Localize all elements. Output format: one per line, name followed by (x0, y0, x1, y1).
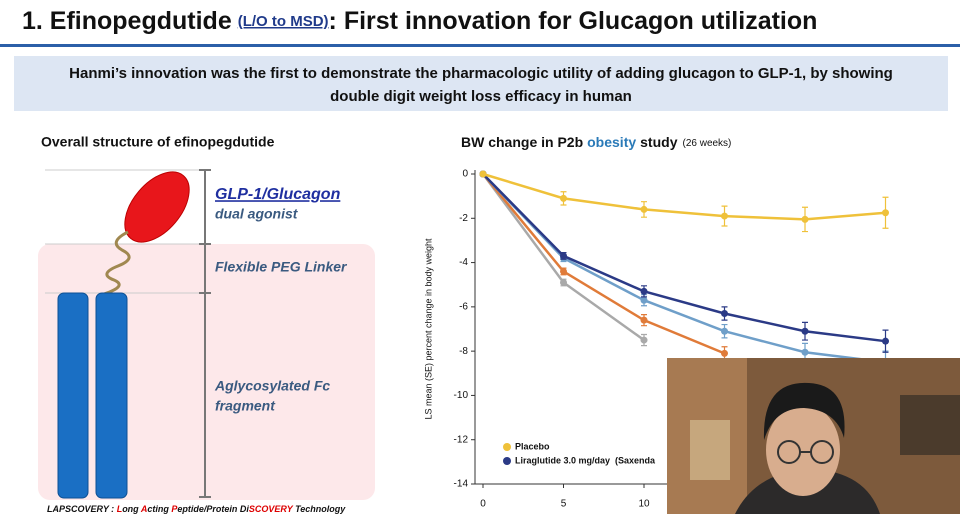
data-point (560, 279, 567, 286)
bracket (199, 169, 211, 498)
data-point (640, 336, 648, 344)
data-point (640, 296, 648, 304)
legend-label: Liraglutide 3.0 mg/day (Saxenda (515, 455, 656, 465)
legend-marker (503, 443, 511, 451)
agonist-label: GLP-1/Glucagon (215, 186, 341, 203)
x-tick-label: 5 (561, 499, 567, 510)
data-point (560, 267, 567, 275)
footer-part: ong (122, 504, 141, 514)
data-point (721, 310, 728, 317)
banner-line: double digit weight loss efficacy in hum… (330, 88, 632, 105)
chart-title: BW change in P2b obesity study (26 weeks) (461, 134, 731, 150)
legend-marker (503, 457, 511, 465)
series-line (482, 173, 886, 364)
legend-label: Placebo (515, 441, 550, 451)
footer-part: eptide/Protein Di (177, 504, 249, 514)
data-point (721, 212, 728, 220)
fc-region (38, 244, 375, 500)
y-tick-label: -8 (459, 346, 468, 357)
fc-label: Aglycosylated Fc (214, 378, 330, 394)
webcam (667, 358, 960, 514)
data-point (640, 287, 648, 295)
data-point (479, 170, 487, 178)
chart-title-part: study (640, 134, 678, 150)
y-tick-label: -10 (454, 390, 469, 401)
footer-part: SCOVERY (249, 504, 294, 514)
data-point (560, 194, 567, 202)
y-tick-label: -6 (459, 301, 468, 312)
fc-label: fragment (215, 398, 276, 414)
data-point (882, 337, 889, 345)
y-tick-label: -2 (459, 213, 468, 224)
fc-chain (57, 292, 89, 499)
data-point (801, 348, 809, 356)
linker-label: Flexible PEG Linker (215, 259, 348, 275)
fc-chain (95, 292, 128, 499)
y-tick-label: -14 (454, 479, 469, 490)
footer-part: LAPSCOVERY : (47, 504, 117, 514)
slide-title: 1. Efinopegdutide (L/O to MSD): First inn… (22, 7, 817, 35)
y-axis-label: LS mean (SE) percent change in body weig… (423, 238, 433, 420)
chart-subtitle: (26 weeks) (682, 138, 731, 149)
title-main: 1. Efinopegdutide (22, 7, 232, 35)
x-tick-label: 10 (638, 499, 650, 510)
data-point (801, 215, 809, 223)
series-line (482, 173, 886, 343)
x-tick-label: 0 (480, 499, 486, 510)
series-line (482, 172, 886, 221)
footer-part: Technology (293, 504, 347, 514)
data-point (640, 205, 648, 213)
footer-part: A (140, 504, 148, 514)
agonist-shape (124, 171, 190, 243)
chart-title-highlight: obesity (587, 134, 636, 150)
data-point (801, 327, 809, 335)
series-line (482, 173, 725, 355)
y-tick-label: -4 (459, 257, 468, 268)
data-point (640, 316, 648, 324)
agonist-sub: dual agonist (215, 206, 299, 222)
peg-linker (103, 230, 131, 296)
title-rest: : First innovation for Glucagon utilizat… (329, 7, 818, 35)
y-tick-label: -12 (454, 434, 469, 445)
data-point (721, 349, 728, 357)
data-point (721, 327, 728, 335)
structure-title: Overall structure of efinopegdutide (41, 134, 275, 150)
chart-title-part: BW change in P2b (461, 134, 583, 150)
banner-line: Hanmi’s innovation was the first to demo… (69, 65, 893, 82)
footer-part: L (117, 504, 123, 514)
title-rule (0, 44, 960, 47)
banner-box (14, 56, 948, 111)
title-note: (L/O to MSD) (238, 13, 329, 30)
data-point (882, 209, 889, 217)
footer-part: P (171, 504, 178, 514)
footer-part: cting (147, 504, 171, 514)
y-tick-label: 0 (462, 169, 468, 180)
data-point (560, 252, 567, 260)
footer: LAPSCOVERY : Long Acting Peptide/Protein… (47, 504, 346, 514)
